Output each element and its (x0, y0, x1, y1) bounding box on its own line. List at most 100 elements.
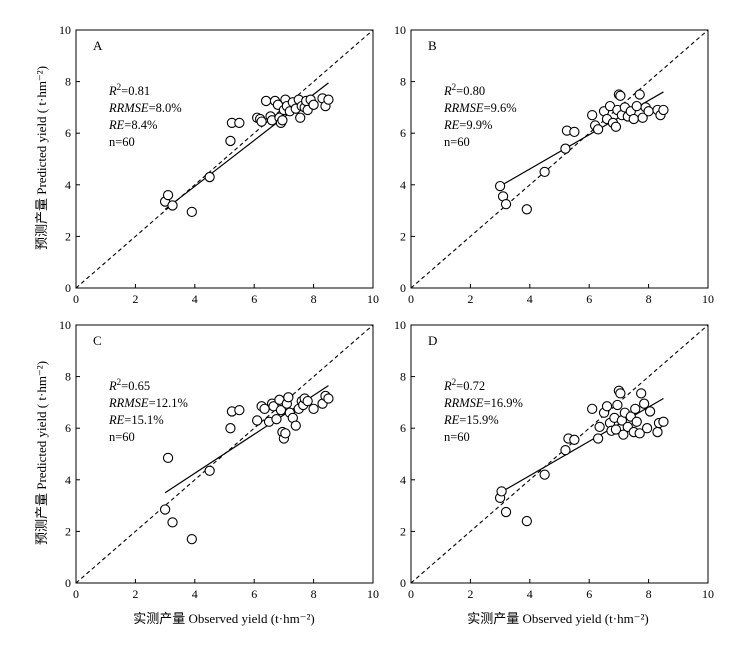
panel-letter: D (428, 333, 437, 348)
panel-d: 0 2 4 6 8 100246810DR2=0.72RRMSE=16.9%RE=15.9… (394, 318, 714, 601)
stat-annotation: RE=15.1% (108, 413, 164, 427)
data-point (658, 104, 669, 116)
data-point (494, 180, 506, 192)
regression-line (499, 398, 664, 494)
data-point (308, 99, 319, 110)
data-point (234, 117, 245, 129)
stat-superscript: 2 (117, 82, 122, 92)
data-point (539, 166, 550, 178)
data-point (636, 388, 647, 399)
stat-value: =0.72 (456, 379, 485, 393)
y-tick-label: 4 (400, 178, 406, 192)
y-tick-label: 0 (65, 281, 71, 295)
x-tick-label: 0 (408, 292, 414, 306)
y-tick-label: 2 (400, 229, 406, 243)
stat-superscript: 2 (452, 82, 457, 92)
x-tick-label: 10 (702, 587, 714, 601)
data-point (496, 486, 507, 497)
stat-value: =9.6% (484, 101, 517, 115)
y-tick-label: 6 (65, 421, 71, 435)
x-tick-label: 4 (192, 587, 198, 601)
plot-frame (410, 29, 709, 289)
y-tick-label: 0 (65, 576, 71, 590)
data-point (631, 100, 642, 112)
data-point (560, 143, 571, 154)
data-point (290, 420, 301, 431)
panel-letter: A (93, 38, 103, 53)
stat-annotation: RE=9.9% (443, 118, 492, 132)
data-point (162, 189, 174, 201)
stat-value: =9.9% (459, 118, 492, 132)
y-tick-label: 0 (400, 576, 406, 590)
data-point (500, 506, 512, 518)
data-point (594, 421, 605, 433)
data-point (283, 392, 294, 403)
x-tick-label: 0 (73, 292, 79, 306)
data-point (260, 95, 272, 107)
x-tick-label: 2 (467, 587, 473, 601)
stat-value: n=60 (444, 135, 470, 149)
data-point (280, 428, 291, 439)
data-point (638, 398, 650, 409)
data-point (641, 423, 653, 434)
data-point (637, 112, 648, 123)
stat-value: n=60 (109, 135, 135, 149)
stat-name: R (108, 379, 117, 393)
y-tick-label: 2 (65, 229, 71, 243)
y-tick-label: 8 (65, 75, 71, 89)
y-axis-title-bottom: 预测产量 Predicted yield ( t·hm⁻²) (34, 361, 49, 545)
data-point (569, 126, 580, 138)
plot-frame (75, 29, 374, 289)
y-tick-label: 4 (65, 178, 71, 192)
data-point (592, 124, 604, 135)
y-tick-label: 8 (400, 75, 406, 89)
stat-annotation: n=60 (444, 135, 470, 149)
stat-name: R (108, 84, 117, 98)
stat-name: R (443, 84, 452, 98)
data-point (644, 406, 656, 417)
data-point (159, 504, 171, 515)
x-tick-label: 4 (192, 292, 198, 306)
y-tick-label: 2 (65, 524, 71, 538)
data-point (302, 395, 313, 407)
data-point (521, 515, 532, 527)
stat-annotation: RE=15.9% (443, 413, 499, 427)
x-tick-label: 8 (646, 587, 652, 601)
x-axis-title-left: 实测产量 Observed yield (t·hm⁻²) (133, 611, 315, 626)
data-point (628, 113, 639, 125)
data-point (631, 416, 642, 427)
stat-superscript: 2 (452, 377, 457, 387)
stat-value: =15.1% (124, 413, 163, 427)
data-point (186, 533, 197, 545)
data-point (167, 517, 178, 528)
x-tick-label: 10 (702, 292, 714, 306)
one-to-one-line (410, 29, 709, 289)
panel-c: 0 2 4 6 8 100246810CR2=0.65RRMSE=12.1%RE=15.1… (59, 318, 379, 601)
stat-name: RRMSE (443, 101, 484, 115)
data-point (658, 416, 669, 427)
y-tick-label: 10 (59, 23, 71, 37)
x-tick-label: 4 (527, 587, 533, 601)
y-tick-label: 4 (65, 473, 71, 487)
stat-annotation: n=60 (444, 430, 470, 444)
stat-value: =0.80 (456, 84, 485, 98)
x-tick-label: 0 (408, 587, 414, 601)
panel-a: 0 2 4 6 8 100246810AR2=0.81RRMSE=8.0%RE=8.4%n… (59, 23, 379, 306)
panel-letter: B (428, 38, 437, 53)
data-point (204, 171, 215, 183)
stat-name: RRMSE (108, 101, 149, 115)
stat-annotation: RRMSE=16.9% (443, 396, 523, 410)
x-tick-label: 10 (367, 587, 379, 601)
y-tick-label: 6 (400, 126, 406, 140)
data-point (162, 452, 174, 464)
panel-letter: C (93, 333, 102, 348)
y-tick-label: 8 (400, 370, 406, 384)
stat-value: n=60 (444, 430, 470, 444)
data-point (295, 112, 306, 123)
one-to-one-line (410, 324, 709, 584)
stat-annotation: R2=0.65 (108, 377, 150, 393)
y-tick-label: 10 (394, 23, 406, 37)
data-point (610, 121, 622, 132)
stat-annotation: R2=0.72 (443, 377, 485, 393)
